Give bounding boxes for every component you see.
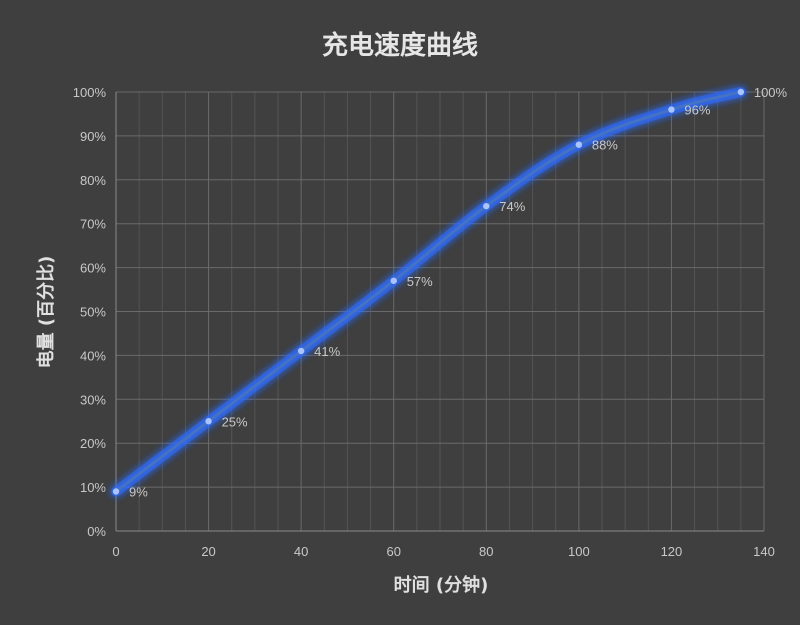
x-axis-ticks: 0 20 40 60 80 100 120 140 bbox=[112, 544, 774, 559]
data-point bbox=[737, 88, 745, 96]
x-tick-label: 120 bbox=[661, 544, 683, 559]
y-tick-label: 50% bbox=[80, 305, 106, 320]
x-tick-label: 100 bbox=[568, 544, 590, 559]
x-tick-label: 60 bbox=[386, 544, 400, 559]
data-label: 9% bbox=[129, 484, 148, 499]
series-layer bbox=[111, 87, 746, 497]
x-tick-label: 140 bbox=[753, 544, 775, 559]
series-line bbox=[114, 90, 743, 493]
data-label: 41% bbox=[314, 344, 340, 359]
data-point bbox=[205, 418, 212, 425]
y-tick-label: 20% bbox=[80, 436, 106, 451]
data-label: 88% bbox=[592, 138, 618, 153]
data-point bbox=[390, 277, 397, 284]
data-point bbox=[297, 347, 305, 355]
chart-title: 充电速度曲线 bbox=[322, 30, 478, 61]
x-tick-label: 80 bbox=[479, 544, 493, 559]
y-tick-label: 80% bbox=[80, 173, 106, 188]
data-label: 96% bbox=[684, 103, 710, 118]
y-tick-label: 30% bbox=[80, 392, 106, 407]
data-point bbox=[112, 488, 120, 495]
data-label: 74% bbox=[499, 199, 525, 214]
y-axis-ticks: 0% 10% 20% 30% 40% 50% 60% 70% 80% 90% 100% bbox=[73, 85, 107, 539]
y-tick-label: 40% bbox=[80, 348, 106, 363]
y-tick-label: 70% bbox=[80, 217, 106, 232]
x-tick-label: 20 bbox=[201, 544, 215, 559]
y-tick-label: 0% bbox=[87, 524, 106, 539]
data-point bbox=[668, 106, 675, 113]
data-label: 100% bbox=[754, 85, 788, 100]
x-tick-label: 0 bbox=[112, 544, 119, 559]
y-tick-label: 10% bbox=[80, 480, 106, 495]
x-axis-label: 时间 (分钟) bbox=[394, 574, 489, 596]
x-tick-label: 40 bbox=[294, 544, 308, 559]
y-tick-label: 100% bbox=[73, 85, 107, 100]
data-point bbox=[575, 141, 583, 148]
data-labels: 9% 25% 41% 57% 74% 88% 96% 100% bbox=[129, 85, 788, 499]
data-point bbox=[483, 202, 490, 210]
y-tick-label: 90% bbox=[80, 129, 106, 144]
grid bbox=[115, 91, 765, 532]
y-tick-label: 60% bbox=[80, 261, 106, 276]
y-axis-label: 电量 (百分比) bbox=[35, 256, 57, 369]
data-label: 57% bbox=[407, 274, 433, 289]
data-label: 25% bbox=[222, 414, 248, 429]
